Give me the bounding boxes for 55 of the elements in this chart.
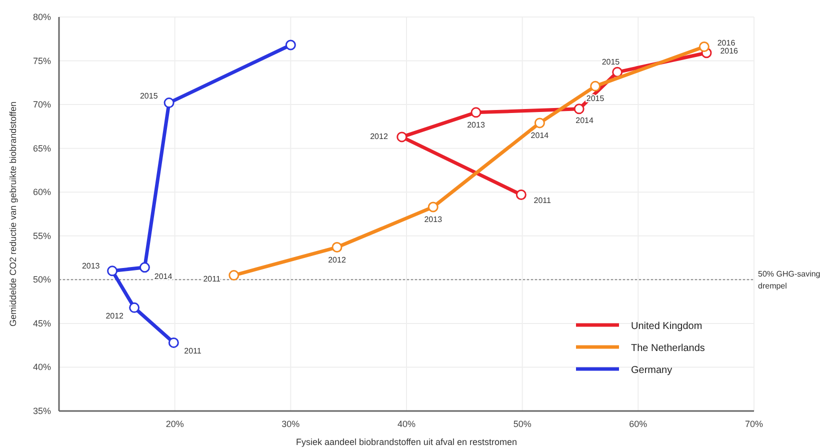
y-tick-label: 40%	[32, 362, 51, 372]
y-tick-label: 35%	[32, 406, 51, 416]
point	[332, 242, 342, 253]
annotation: 2011	[184, 346, 202, 356]
annotation: 2013	[424, 214, 443, 224]
annotation: 2011	[203, 274, 221, 284]
point	[428, 202, 438, 212]
x-tick-label: 60%	[629, 419, 648, 429]
point	[612, 66, 623, 78]
x-tick-label: 70%	[744, 419, 764, 429]
y-tick-label: 60%	[32, 187, 51, 198]
y-tick-label: 80%	[32, 12, 51, 22]
annotation: 2016	[717, 38, 736, 48]
annotation: 2014	[154, 272, 173, 282]
point	[534, 118, 545, 128]
x-tick-label: 20%	[166, 419, 184, 429]
annotation: 2012	[106, 311, 124, 320]
point	[396, 132, 408, 142]
annotation: 2015	[602, 58, 620, 67]
x-axis-title: Fysiek aandeel biobrandstoffen uit afval en reststromen	[296, 437, 517, 447]
annotation: 2014	[576, 116, 594, 125]
point	[574, 104, 584, 114]
annotation: 2013	[467, 120, 486, 130]
y-tick-label: 65%	[32, 143, 51, 154]
annotation: 2011	[534, 196, 552, 205]
point	[129, 302, 140, 313]
point	[107, 266, 118, 276]
annotation: 2012	[370, 132, 388, 142]
point	[590, 80, 601, 92]
y-tick-label: 45%	[32, 318, 51, 328]
x-tick-label: 30%	[282, 419, 300, 429]
y-tick-label: 50%	[32, 274, 51, 285]
point	[139, 262, 150, 273]
y-tick-label: 70%	[32, 100, 51, 110]
legend-label: United Kingdom	[631, 321, 702, 332]
point	[168, 337, 179, 348]
annotation: 2015	[140, 92, 158, 101]
annotation: 2016	[720, 46, 739, 56]
annotation: 2013	[82, 262, 100, 271]
x-tick-label: 50%	[513, 419, 532, 429]
legend-label: Germany	[631, 365, 672, 376]
point	[228, 270, 240, 281]
annotation: 2014	[530, 130, 550, 140]
y-tick-label: 55%	[32, 230, 51, 241]
legend-label: The Netherlands	[631, 343, 705, 354]
point	[470, 107, 482, 118]
point	[164, 98, 174, 108]
annotation: 2012	[328, 255, 346, 264]
y-axis-title: Gemiddelde CO2 reductie van gebruikte biobrandstoffen	[8, 102, 18, 326]
ref-line-label: 50% GHG-saving drempel	[758, 270, 820, 291]
point	[698, 42, 710, 52]
y-tick-label: 75%	[32, 56, 51, 66]
x-tick-label: 40%	[397, 419, 416, 429]
point	[285, 40, 296, 50]
point	[516, 189, 526, 200]
